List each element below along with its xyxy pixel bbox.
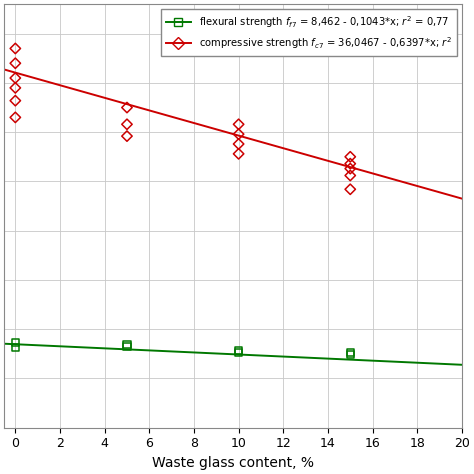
Point	[123, 104, 131, 111]
Point	[123, 343, 131, 350]
Point	[235, 120, 242, 128]
Point	[11, 97, 19, 104]
Point	[235, 346, 242, 354]
Point	[123, 120, 131, 128]
Point	[346, 348, 354, 356]
X-axis label: Waste glass content, %: Waste glass content, %	[152, 456, 314, 470]
Point	[346, 165, 354, 173]
Point	[11, 84, 19, 91]
Point	[11, 114, 19, 121]
Point	[123, 340, 131, 348]
Point	[235, 348, 242, 356]
Legend: flexural strength $f_{f7}$ = 8,462 - 0,1043*x; $r^2$ = 0,77, compressive strengt: flexural strength $f_{f7}$ = 8,462 - 0,1…	[161, 9, 457, 56]
Point	[346, 185, 354, 193]
Point	[11, 338, 19, 346]
Point	[11, 59, 19, 67]
Point	[346, 172, 354, 179]
Point	[235, 150, 242, 158]
Point	[346, 160, 354, 167]
Point	[123, 132, 131, 140]
Point	[346, 350, 354, 358]
Point	[11, 74, 19, 82]
Point	[235, 130, 242, 138]
Point	[235, 140, 242, 148]
Point	[11, 45, 19, 52]
Point	[11, 344, 19, 351]
Point	[346, 153, 354, 161]
